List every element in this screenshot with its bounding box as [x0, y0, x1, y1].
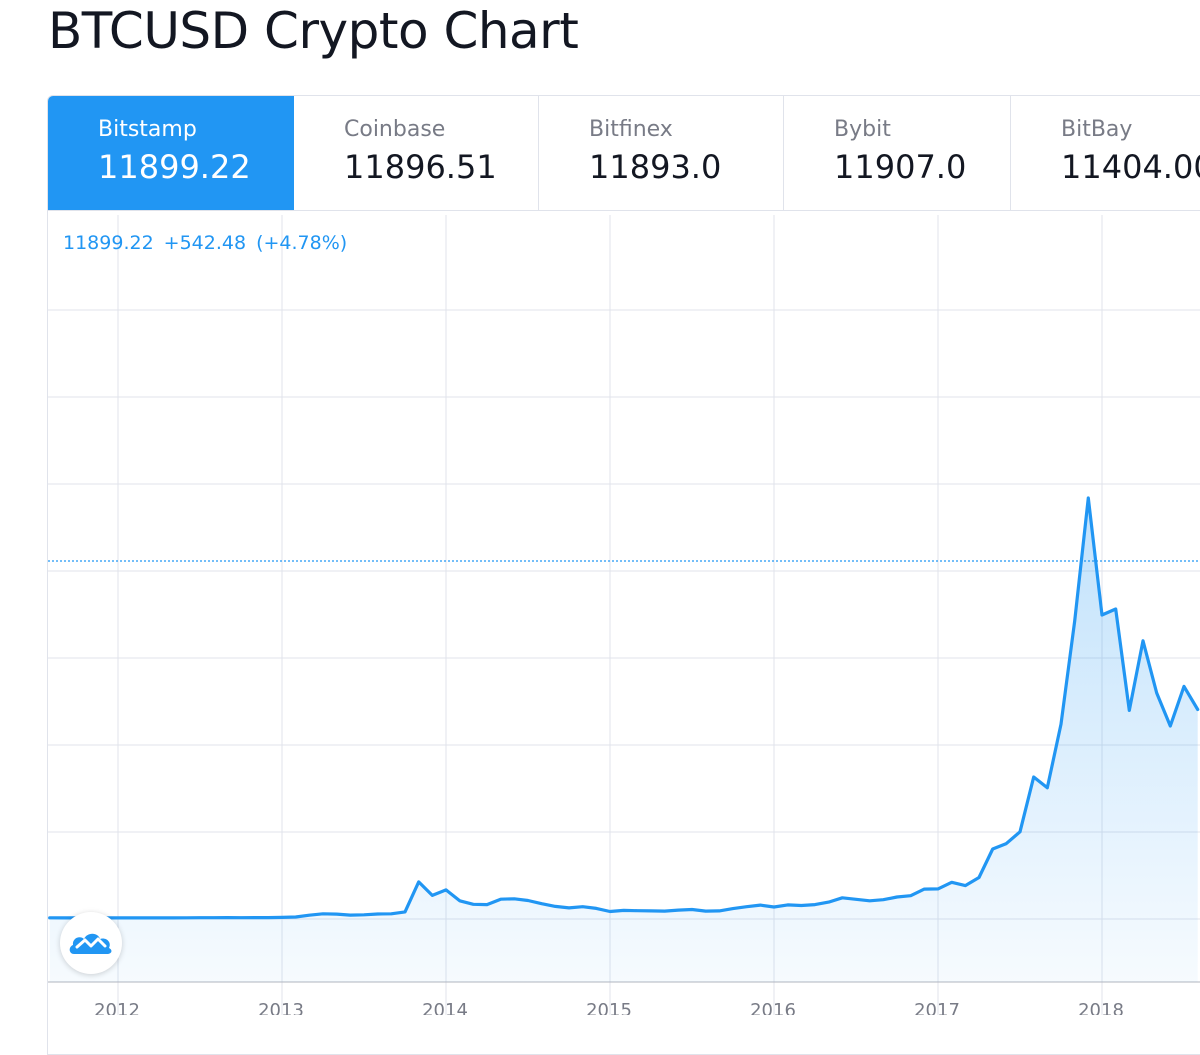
x-tick-label: 2013 [258, 1000, 304, 1015]
legend-price: 11899.22 [63, 232, 154, 254]
x-tick-label: 2015 [586, 1000, 632, 1015]
x-tick-label: 2012 [94, 1000, 140, 1015]
x-tick-label: 2017 [914, 1000, 960, 1015]
tradingview-cloud-logo-icon [68, 928, 114, 958]
x-tick-label: 2014 [422, 1000, 468, 1015]
x-tick-label: 2016 [750, 1000, 796, 1015]
legend-change: +542.48 [164, 232, 246, 254]
legend-change-percent: (+4.78%) [256, 232, 347, 254]
tradingview-logo-button[interactable] [60, 912, 122, 974]
chart-legend: 11899.22 +542.48 (+4.78%) [63, 232, 357, 254]
price-chart[interactable]: 2012 2013 2014 2015 2016 2017 2018 [0, 0, 1200, 1015]
x-tick-label: 2018 [1078, 1000, 1124, 1015]
